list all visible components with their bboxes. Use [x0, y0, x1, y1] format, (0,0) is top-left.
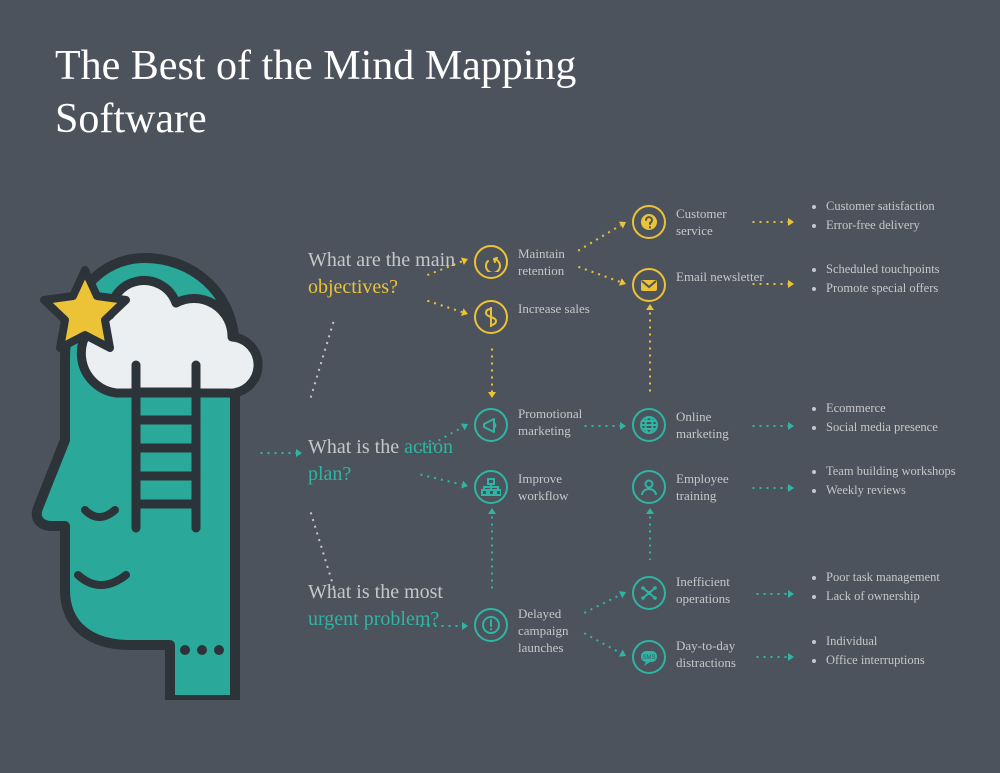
network-icon — [632, 576, 666, 610]
arrowhead-icon — [788, 422, 794, 430]
arrowhead-icon — [461, 308, 469, 317]
org-chart-icon — [474, 470, 508, 504]
arrowhead-icon — [619, 278, 627, 288]
leaf-bullets: Customer satisfactionError-free delivery — [810, 197, 935, 236]
bullet-item: Promote special offers — [826, 279, 940, 298]
bullet-item: Error-free delivery — [826, 216, 935, 235]
connector — [582, 425, 620, 427]
connector — [754, 656, 788, 658]
arrowhead-icon — [462, 622, 468, 630]
arrowhead-icon — [646, 304, 654, 310]
bullet-item: Individual — [826, 632, 925, 651]
connector — [750, 487, 788, 489]
question-highlight: objectives? — [308, 276, 398, 298]
connector — [754, 593, 788, 595]
node-label: Promotional marketing — [518, 406, 608, 440]
leaf-bullets: EcommerceSocial media presence — [810, 399, 938, 438]
node-label: Day-to-day distractions — [676, 638, 766, 672]
arrowhead-icon — [788, 590, 794, 598]
leaf-bullets: IndividualOffice interruptions — [810, 632, 925, 671]
connector — [491, 346, 493, 392]
arrowhead-icon — [620, 422, 626, 430]
person-icon — [632, 470, 666, 504]
connector — [309, 320, 335, 401]
connector — [750, 283, 788, 285]
arrowhead-icon — [296, 449, 302, 457]
bullet-item: Customer satisfaction — [826, 197, 935, 216]
arrowhead-icon — [646, 508, 654, 514]
question-objectives: What are the main objectives? — [308, 247, 458, 301]
arrowhead-icon — [788, 280, 794, 288]
bullet-item: Poor task management — [826, 568, 940, 587]
bullet-item: Office interruptions — [826, 651, 925, 670]
question-text: What is the most — [308, 581, 443, 603]
question-text: What is the — [308, 436, 404, 458]
megaphone-icon — [474, 408, 508, 442]
arrowhead-icon — [619, 588, 628, 598]
ladder-icon — [136, 365, 196, 528]
connector — [750, 425, 788, 427]
connector — [309, 510, 335, 589]
refresh-icon — [474, 245, 508, 279]
arrowhead-icon — [788, 653, 794, 661]
arrowhead-icon — [488, 508, 496, 514]
bullet-item: Lack of ownership — [826, 587, 940, 606]
arrowhead-icon — [488, 392, 496, 398]
node-label: Increase sales — [518, 301, 608, 318]
bullet-item: Scheduled touchpoints — [826, 260, 940, 279]
arrowhead-icon — [788, 484, 794, 492]
connector — [425, 299, 463, 313]
connector — [418, 625, 462, 627]
node-label: Inefficient operations — [676, 574, 766, 608]
leaf-bullets: Scheduled touchpointsPromote special off… — [810, 260, 940, 299]
arrowhead-icon — [788, 218, 794, 226]
question-icon — [632, 205, 666, 239]
node-label: Improve workflow — [518, 471, 608, 505]
mail-icon — [632, 268, 666, 302]
connector — [649, 310, 651, 392]
bullet-item: Team building workshops — [826, 462, 956, 481]
connector — [649, 514, 651, 560]
arrowhead-icon — [461, 255, 470, 265]
node-label: Delayed campaign launches — [518, 606, 608, 657]
bullet-item: Social media presence — [826, 418, 938, 437]
page-title: The Best of the Mind MappingSoftware — [55, 40, 576, 145]
connector — [750, 221, 788, 223]
arrowhead-icon — [619, 219, 628, 229]
arrowhead-icon — [461, 481, 469, 490]
alert-icon — [474, 608, 508, 642]
node-label: Maintain retention — [518, 246, 608, 280]
arrowhead-icon — [461, 421, 470, 431]
bullet-item: Weekly reviews — [826, 481, 956, 500]
connector — [491, 514, 493, 592]
connector — [258, 452, 296, 454]
leaf-bullets: Poor task managementLack of ownership — [810, 568, 940, 607]
bullet-item: Ecommerce — [826, 399, 938, 418]
head-illustration — [30, 230, 270, 700]
sms-icon — [632, 640, 666, 674]
dollar-icon — [474, 300, 508, 334]
globe-icon — [632, 408, 666, 442]
leaf-bullets: Team building workshopsWeekly reviews — [810, 462, 956, 501]
question-text: What are the main — [308, 249, 455, 271]
